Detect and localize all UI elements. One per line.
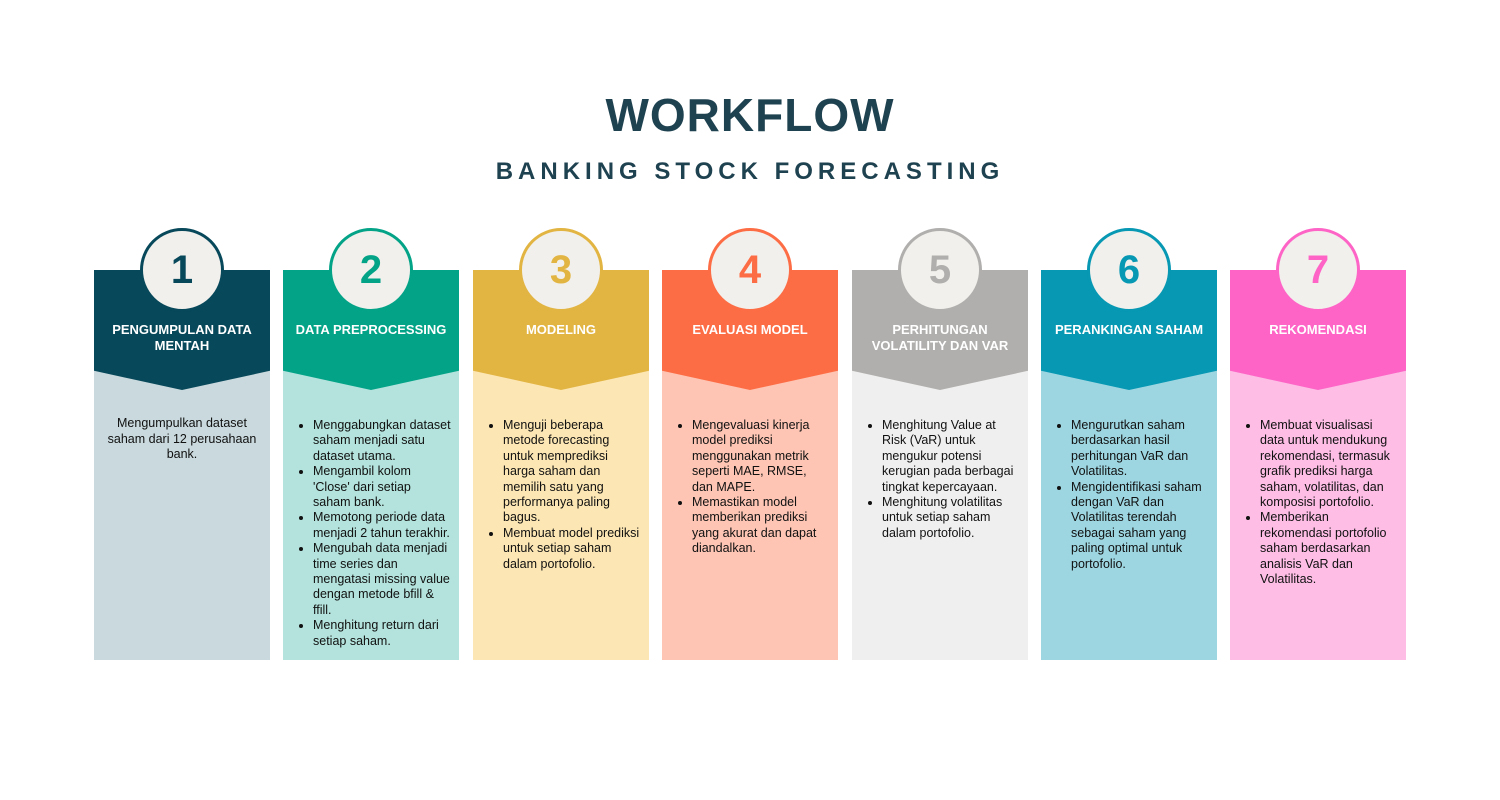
step-bullet-item: Membuat model prediksi untuk setiap saha… [503, 526, 641, 572]
workflow-step-5: 5 PERHITUNGAN VOLATILITY DAN VAR Menghitun… [852, 228, 1028, 660]
step-bullet-item: Menghitung volatilitas untuk setiap saha… [882, 495, 1020, 541]
step-bullet-item: Mengambil kolom 'Close' dari setiap saha… [313, 464, 451, 510]
step-title: MODELING [525, 322, 597, 337]
step-title: PERANKINGAN SAHAM [1054, 322, 1204, 337]
step-body-panel [94, 370, 270, 660]
step-number-badge: 3 [519, 228, 603, 312]
step-bullet-item: Membuat visualisasi data untuk mendukung… [1260, 418, 1398, 510]
workflow-step-3: 3 MODELING Menguji beberapa metode forecas… [473, 228, 649, 660]
step-body-panel [1230, 370, 1406, 660]
step-bullet-item: Menggabungkan dataset saham menjadi satu… [313, 418, 451, 464]
step-number-badge: 5 [898, 228, 982, 312]
step-body-panel [473, 370, 649, 660]
step-bullet-list: Mengevaluasi kinerja model prediksi meng… [662, 418, 830, 557]
step-number-badge: 1 [140, 228, 224, 312]
step-bullet-item: Mengidentifikasi saham dengan VaR dan Vo… [1071, 480, 1209, 572]
step-bullet-item: Memotong periode data menjadi 2 tahun te… [313, 510, 451, 541]
workflow-step-4: 4 EVALUASI MODEL Mengevaluasi kinerja mode… [662, 228, 838, 660]
page-subtitle: BANKING STOCK FORECASTING [495, 158, 1005, 185]
step-number-badge: 4 [708, 228, 792, 312]
step-bullet-list: Menghitung Value at Risk (VaR) untuk men… [852, 418, 1020, 541]
step-bullet-item: Memastikan model memberikan prediksi yan… [692, 495, 830, 557]
step-bullet-list: Mengurutkan saham berdasarkan hasil perh… [1041, 418, 1209, 572]
step-title: PERHITUNGAN VOLATILITY DAN VAR [871, 322, 1009, 353]
step-bullet-list: Menggabungkan dataset saham menjadi satu… [283, 418, 451, 649]
step-bullet-item: Mengurutkan saham berdasarkan hasil perh… [1071, 418, 1209, 480]
step-bullet-item: Menghitung return dari setiap saham. [313, 618, 451, 649]
step-number-badge: 6 [1087, 228, 1171, 312]
step-bullet-item: Mengubah data menjadi time series dan me… [313, 541, 451, 618]
step-title: REKOMENDASI [1269, 322, 1367, 337]
step-bullet-item: Menguji beberapa metode forecasting untu… [503, 418, 641, 526]
step-number-badge: 2 [329, 228, 413, 312]
workflow-step-2: 2 DATA PREPROCESSING Menggabungkan dataset… [283, 228, 459, 660]
workflow-step-7: 7 REKOMENDASI Membuat visualisasi data unt… [1230, 228, 1406, 660]
step-title: DATA PREPROCESSING [295, 322, 447, 337]
step-title: EVALUASI MODEL [692, 322, 808, 337]
page-title: WORKFLOW [605, 89, 895, 141]
step-body-panel [1041, 370, 1217, 660]
step-title: PENGUMPULAN DATA MENTAH [112, 322, 252, 353]
step-bullet-list: Membuat visualisasi data untuk mendukung… [1230, 418, 1398, 587]
step-bullet-item: Memberikan rekomendasi portofolio saham … [1260, 510, 1398, 587]
step-body-panel [283, 370, 459, 660]
step-bullet-list: Menguji beberapa metode forecasting untu… [473, 418, 641, 572]
step-number-badge: 7 [1276, 228, 1360, 312]
step-description: Mengumpulkan dataset saham dari 12 perus… [107, 416, 257, 461]
workflow-step-6: 6 PERANKINGAN SAHAM Mengurutkan saham berd… [1041, 228, 1217, 660]
step-bullet-item: Menghitung Value at Risk (VaR) untuk men… [882, 418, 1020, 495]
step-body-panel [662, 370, 838, 660]
workflow-step-1: 1 PENGUMPULAN DATA MENTAH Mengumpulkan dat… [94, 228, 270, 660]
step-body-panel [852, 370, 1028, 660]
step-bullet-item: Mengevaluasi kinerja model prediksi meng… [692, 418, 830, 495]
